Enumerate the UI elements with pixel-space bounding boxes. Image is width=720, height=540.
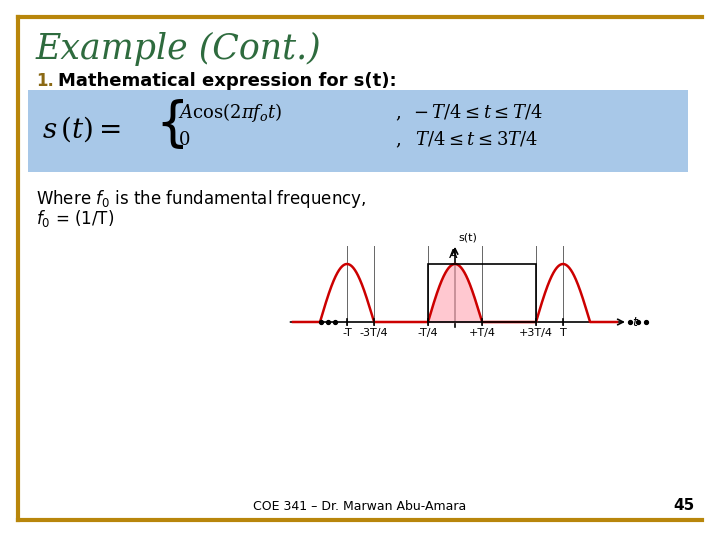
Text: -T: -T	[342, 328, 352, 338]
Text: $A\cos(2\pi f_o t)$: $A\cos(2\pi f_o t)$	[178, 102, 282, 125]
Bar	[28, 90, 688, 172]
Text: +T/4: +T/4	[469, 328, 495, 338]
Text: t: t	[632, 315, 636, 328]
Text: T: T	[559, 328, 567, 338]
Text: 45: 45	[674, 498, 695, 514]
Text: s(t): s(t)	[458, 232, 477, 242]
Text: $,\ -T/4 \leq t \leq T/4$: $,\ -T/4 \leq t \leq T/4$	[395, 103, 543, 123]
Bar	[428, 264, 536, 322]
Text: A: A	[449, 248, 457, 261]
Text: $f_0$ = (1/T): $f_0$ = (1/T)	[36, 208, 114, 229]
Text: COE 341 – Dr. Marwan Abu-Amara: COE 341 – Dr. Marwan Abu-Amara	[253, 500, 467, 512]
Text: Example (Cont.): Example (Cont.)	[36, 32, 322, 66]
Text: +3T/4: +3T/4	[519, 328, 553, 338]
Text: Mathematical expression for s(t):: Mathematical expression for s(t):	[58, 72, 397, 90]
Text: -3T/4: -3T/4	[360, 328, 388, 338]
Text: $s\,(t) =$: $s\,(t) =$	[42, 114, 121, 144]
Text: -T/4: -T/4	[418, 328, 438, 338]
Text: $,\ \ T/4 \leq t \leq 3T/4$: $,\ \ T/4 \leq t \leq 3T/4$	[395, 130, 538, 150]
Text: {: {	[155, 99, 189, 151]
Text: Where $f_0$ is the fundamental frequency,: Where $f_0$ is the fundamental frequency…	[36, 188, 366, 210]
Text: $0$: $0$	[178, 131, 190, 149]
Text: 1.: 1.	[36, 72, 54, 90]
